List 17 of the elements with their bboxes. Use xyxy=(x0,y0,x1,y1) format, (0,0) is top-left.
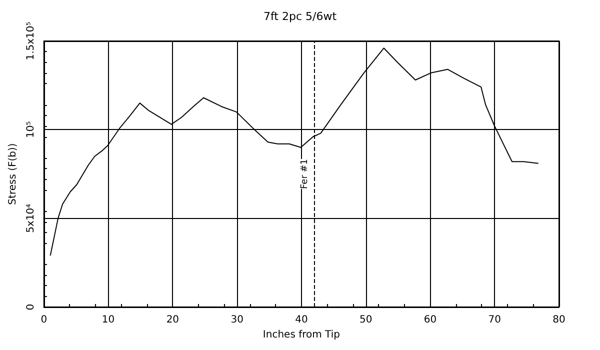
x-tick-label: 50 xyxy=(359,314,372,326)
y-tick-label: 0 xyxy=(25,304,36,310)
x-tick-label: 20 xyxy=(166,314,180,326)
y-axis-title: Stress (F(b)) xyxy=(8,143,18,205)
x-tick-label: 0 xyxy=(40,314,48,326)
x-tick-label: 40 xyxy=(295,314,308,326)
x-tick-label: 70 xyxy=(488,314,501,326)
x-tick-label: 10 xyxy=(102,314,115,326)
ref-line-label: Fer #1 xyxy=(300,158,310,190)
y-tick-label: 1.5x10⁵ xyxy=(25,22,36,60)
x-axis-title: Inches from Tip xyxy=(262,329,340,340)
chart-title: 7ft 2pc 5/6wt xyxy=(263,10,338,23)
x-tick-label: 80 xyxy=(552,314,566,326)
x-tick-label: 30 xyxy=(230,314,244,326)
y-tick-label: 5x10⁴ xyxy=(25,204,36,233)
y-tick-label: 10⁵ xyxy=(25,121,36,138)
x-tick-label: 60 xyxy=(424,314,437,326)
